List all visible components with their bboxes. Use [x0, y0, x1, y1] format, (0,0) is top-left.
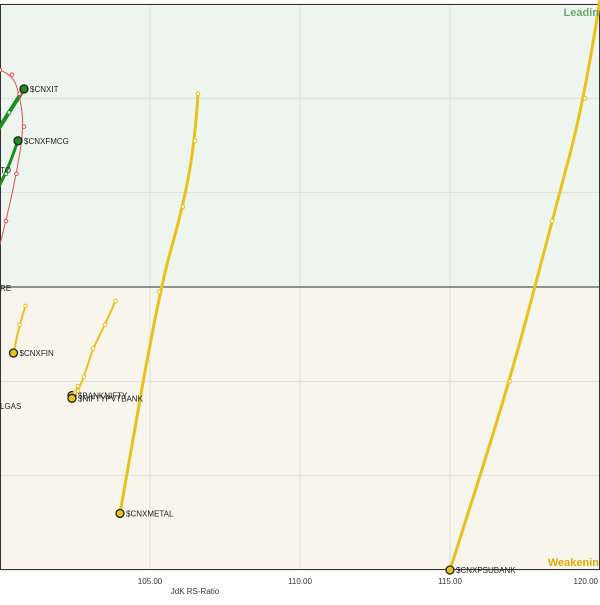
tail-point	[23, 303, 28, 309]
head-point	[13, 136, 23, 146]
series-tail	[0, 67, 27, 247]
head-point	[19, 84, 29, 94]
series-label: $CNXPSUBANK	[456, 566, 516, 575]
series-tail	[445, 0, 600, 575]
partial-labels: TO RE LGAS	[0, 166, 21, 411]
x-tick-label: 115.00	[438, 577, 462, 586]
series-label: $CNXFIN	[20, 349, 54, 358]
tail-point	[75, 383, 81, 389]
x-ticks: 105.00 110.00 115.00 120.00	[138, 577, 599, 586]
x-tick-label: 120.00	[574, 577, 599, 586]
series-tail	[0, 84, 29, 131]
x-axis-label: JdK RS-Ratio	[171, 587, 220, 596]
series-label: $CNXMETAL	[126, 509, 174, 518]
tail-point	[72, 390, 78, 395]
tail-point	[195, 91, 201, 96]
tail-line	[118, 92, 200, 515]
head-point	[115, 508, 125, 519]
tail-point	[9, 72, 15, 78]
series-tails	[0, 0, 600, 575]
quadrant-label-weakening: Weakenin	[548, 557, 599, 569]
tail-point	[17, 91, 22, 96]
tail-point	[582, 96, 588, 101]
x-tick-label: 105.00	[138, 577, 163, 586]
series-tail	[67, 298, 118, 401]
tail-point	[14, 171, 19, 177]
tail-point	[180, 204, 186, 210]
tail-point	[192, 138, 198, 144]
series-label: $CNXIT	[30, 85, 59, 94]
series-tail	[67, 383, 81, 403]
tail-line	[448, 0, 600, 572]
series-tail	[0, 136, 23, 188]
partial-series-label: TO	[0, 166, 11, 175]
tail-point	[507, 379, 513, 384]
series-label: $BANKNIFTY	[78, 391, 128, 400]
series-tail	[115, 91, 201, 519]
tail-line	[71, 300, 117, 397]
tail-point	[156, 289, 162, 295]
tail-point	[0, 67, 3, 73]
quadrant-label-leading: Leadin	[564, 7, 600, 19]
tail-point	[549, 218, 555, 224]
tail-point	[21, 124, 27, 129]
tail-point	[3, 171, 9, 177]
series-tail	[8, 303, 28, 358]
x-tick-label: 110.00	[288, 577, 312, 586]
head-point	[445, 565, 455, 575]
partial-series-label: LGAS	[0, 402, 21, 411]
tail-line	[0, 69, 24, 247]
tail-point	[90, 346, 96, 351]
tail-point	[102, 322, 108, 328]
partial-series-label: RE	[0, 284, 11, 293]
tail-point	[3, 218, 9, 224]
tail-point	[81, 374, 87, 379]
tail-point	[17, 322, 22, 328]
head-point	[67, 393, 77, 403]
series-labels: $CNXIT $CNXFMCG $CNXFIN $BANKNIFTY$NIFTYPVT…	[20, 85, 517, 575]
series-label: $NIFTYPVTBANK	[78, 394, 144, 403]
tail-point	[6, 110, 12, 115]
tail-point	[113, 298, 118, 304]
series-label: $CNXFMCG	[24, 137, 69, 146]
head-point	[8, 348, 19, 358]
